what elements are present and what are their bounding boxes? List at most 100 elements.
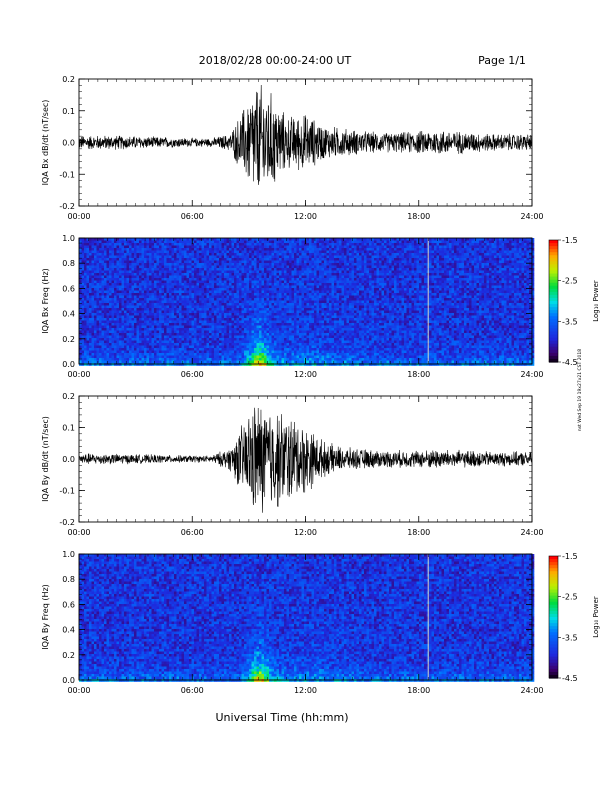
heatmap-cell — [242, 336, 245, 339]
heatmap-cell — [192, 251, 195, 254]
heatmap-cell — [209, 243, 212, 246]
heatmap-cell — [202, 351, 205, 354]
heatmap-cell — [92, 311, 95, 314]
heatmap-cell — [244, 258, 247, 261]
heatmap-cell — [122, 241, 125, 244]
heatmap-cell — [232, 251, 235, 254]
heatmap-cell — [134, 313, 137, 316]
heatmap-cell — [209, 248, 212, 251]
heatmap-cell — [229, 303, 232, 306]
heatmap-cell — [307, 353, 310, 356]
heatmap-cell — [277, 306, 280, 309]
heatmap-cell — [207, 353, 210, 356]
heatmap-cell — [87, 331, 90, 334]
heatmap-cell — [287, 241, 290, 244]
heatmap-cell — [312, 313, 315, 316]
heatmap-cell — [282, 343, 285, 346]
heatmap-cell — [267, 338, 270, 341]
heatmap-cell — [154, 333, 157, 336]
heatmap-cell — [297, 276, 300, 279]
heatmap-cell — [134, 273, 137, 276]
heatmap-cell — [129, 241, 132, 244]
heatmap-cell — [192, 301, 195, 304]
heatmap-cell — [97, 306, 100, 309]
heatmap-cell — [274, 261, 277, 264]
heatmap-cell — [302, 308, 305, 311]
heatmap-cell — [157, 278, 160, 281]
heatmap-cell — [192, 266, 195, 269]
heatmap-cell — [202, 333, 205, 336]
heatmap-cell — [257, 286, 260, 289]
heatmap-cell — [272, 306, 275, 309]
heatmap-cell — [279, 346, 282, 349]
heatmap-cell — [267, 261, 270, 264]
heatmap-cell — [267, 251, 270, 254]
heatmap-cell — [287, 308, 290, 311]
heatmap-cell — [287, 343, 290, 346]
heatmap-cell — [249, 321, 252, 324]
heatmap-cell — [274, 281, 277, 284]
heatmap-cell — [277, 343, 280, 346]
heatmap-cell — [294, 281, 297, 284]
heatmap-cell — [179, 243, 182, 246]
heatmap-cell — [212, 323, 215, 326]
heatmap-cell — [299, 271, 302, 274]
heatmap-cell — [274, 333, 277, 336]
heatmap-cell — [302, 321, 305, 324]
heatmap-cell — [97, 251, 100, 254]
heatmap-cell — [232, 288, 235, 291]
heatmap-cell — [179, 328, 182, 331]
heatmap-cell — [304, 293, 307, 296]
heatmap-cell — [247, 291, 250, 294]
heatmap-cell — [237, 303, 240, 306]
heatmap-cell — [139, 248, 142, 251]
heatmap-cell — [102, 358, 105, 361]
heatmap-cell — [217, 313, 220, 316]
heatmap-cell — [144, 308, 147, 311]
heatmap-cell — [264, 306, 267, 309]
heatmap-cell — [239, 281, 242, 284]
heatmap-cell — [207, 338, 210, 341]
heatmap-cell — [177, 341, 180, 344]
heatmap-cell — [84, 286, 87, 289]
heatmap-cell — [299, 348, 302, 351]
heatmap-cell — [224, 353, 227, 356]
heatmap-cell — [259, 311, 262, 314]
heatmap-cell — [147, 316, 150, 319]
heatmap-cell — [227, 241, 230, 244]
heatmap-cell — [154, 276, 157, 279]
heatmap-cell — [187, 328, 190, 331]
heatmap-cell — [174, 301, 177, 304]
heatmap-cell — [224, 351, 227, 354]
heatmap-cell — [202, 323, 205, 326]
heatmap-cell — [112, 321, 115, 324]
heatmap-cell — [144, 243, 147, 246]
heatmap-cell — [244, 278, 247, 281]
heatmap-cell — [287, 361, 290, 364]
heatmap-cell — [242, 296, 245, 299]
heatmap-cell — [304, 306, 307, 309]
heatmap-cell — [269, 311, 272, 314]
heatmap-cell — [217, 306, 220, 309]
heatmap-cell — [159, 266, 162, 269]
heatmap-cell — [294, 241, 297, 244]
heatmap-cell — [132, 291, 135, 294]
heatmap-cell — [204, 251, 207, 254]
heatmap-cell — [179, 321, 182, 324]
heatmap-cell — [262, 356, 265, 359]
heatmap-cell — [189, 256, 192, 259]
heatmap-cell — [89, 341, 92, 344]
heatmap-cell — [107, 296, 110, 299]
heatmap-cell — [232, 266, 235, 269]
heatmap-cell — [289, 333, 292, 336]
heatmap-cell — [277, 251, 280, 254]
heatmap-cell — [137, 278, 140, 281]
heatmap-cell — [99, 301, 102, 304]
heatmap-cell — [294, 258, 297, 261]
heatmap-cell — [89, 271, 92, 274]
heatmap-cell — [294, 316, 297, 319]
heatmap-cell — [249, 243, 252, 246]
heatmap-cell — [97, 261, 100, 264]
heatmap-cell — [202, 338, 205, 341]
heatmap-cell — [132, 278, 135, 281]
